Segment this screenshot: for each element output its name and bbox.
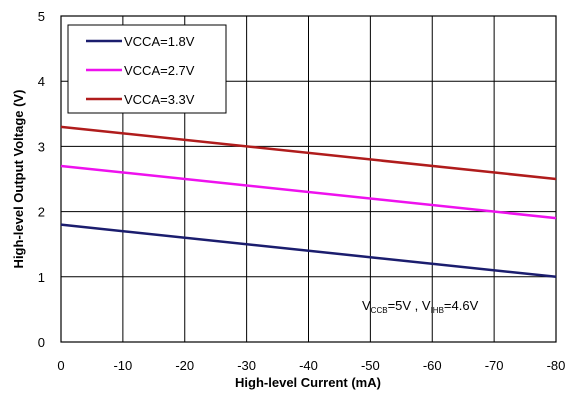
y-tick-label: 3 xyxy=(38,139,45,154)
vccb-symbol: V xyxy=(362,298,371,313)
x-tick-label: -70 xyxy=(485,358,504,373)
vccb-value: =5V , xyxy=(388,298,422,313)
x-tick-label: -80 xyxy=(547,358,566,373)
conditions-annotation: VCCB=5V , VIHB=4.6V xyxy=(362,298,479,315)
y-tick-label: 0 xyxy=(38,335,45,350)
series-line-3 xyxy=(60,125,557,181)
vihb-subscript: IHB xyxy=(431,306,444,315)
legend: VCCA=1.8V VCCA=2.7V VCCA=3.3V xyxy=(67,24,227,114)
series-lines xyxy=(60,125,557,279)
x-tick-labels: 0 -10 -20 -30 -40 -50 -60 -70 -80 xyxy=(57,358,565,373)
x-tick-label: -40 xyxy=(299,358,318,373)
y-tick-label: 4 xyxy=(38,74,45,89)
series-line-2 xyxy=(60,164,557,220)
vihb-value: =4.6V xyxy=(444,298,479,313)
x-tick-label: 0 xyxy=(57,358,64,373)
legend-label-2: VCCA=2.7V xyxy=(124,63,195,78)
y-tick-labels: 0 1 2 3 4 5 xyxy=(38,9,45,350)
x-tick-label: -60 xyxy=(423,358,442,373)
vccb-subscript: CCB xyxy=(371,306,388,315)
y-tick-label: 5 xyxy=(38,9,45,24)
y-tick-label: 2 xyxy=(38,205,45,220)
x-tick-label: -20 xyxy=(175,358,194,373)
y-axis-title: High-level Output Voltage (V) xyxy=(11,90,26,269)
x-tick-label: -10 xyxy=(113,358,132,373)
x-tick-label: -30 xyxy=(237,358,256,373)
y-tick-label: 1 xyxy=(38,270,45,285)
x-tick-label: -50 xyxy=(361,358,380,373)
series-line-1 xyxy=(60,223,557,279)
legend-label-3: VCCA=3.3V xyxy=(124,92,195,107)
x-axis-title: High-level Current (mA) xyxy=(235,375,381,390)
vihb-symbol: V xyxy=(422,298,431,313)
legend-label-1: VCCA=1.8V xyxy=(124,34,195,49)
